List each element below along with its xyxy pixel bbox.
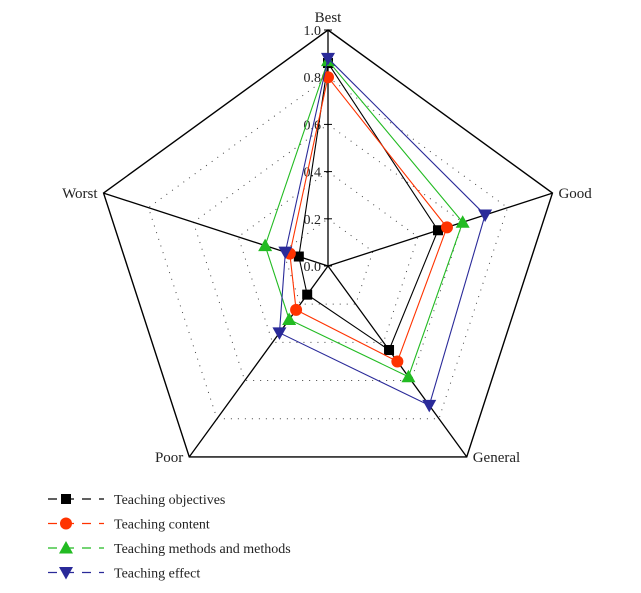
legend: Teaching objectives Teaching content Teach… xyxy=(48,493,291,582)
grid-ring-1 xyxy=(282,218,374,305)
series-teaching-methods-and-methods xyxy=(258,53,470,383)
data-point-teaching-content-poor xyxy=(290,303,303,316)
axis-label-worst: Worst xyxy=(62,186,98,202)
radar-frame xyxy=(102,29,554,458)
data-point-teaching-effect-worst xyxy=(278,246,293,260)
radar-grid xyxy=(147,76,509,420)
data-point-teaching-objectives-general xyxy=(384,345,395,356)
data-point-teaching-objectives-good xyxy=(432,225,443,236)
data-point-teaching-methods-and-methods-general xyxy=(401,369,416,383)
grid-ring-2 xyxy=(237,170,419,343)
legend-marker xyxy=(61,494,71,504)
data-point-teaching-effect-general xyxy=(422,399,437,413)
data-point-teaching-effect-poor xyxy=(272,327,287,340)
legend-item-teaching-objectives: Teaching objectives xyxy=(48,493,225,508)
legend-marker xyxy=(59,541,73,554)
axis-label-poor: Poor xyxy=(155,450,183,466)
data-point-teaching-methods-and-methods-poor xyxy=(282,312,297,325)
data-point-teaching-content-general xyxy=(391,355,404,368)
data-point-teaching-effect-best xyxy=(321,52,335,66)
series-line-teaching-methods-and-methods xyxy=(264,59,464,378)
series-line-teaching-content xyxy=(289,75,448,363)
legend-marker xyxy=(59,567,73,580)
tick-label-4: 0.8 xyxy=(304,71,322,86)
legend-label: Teaching effect xyxy=(114,567,200,582)
legend-item-teaching-methods-and-methods: Teaching methods and methods xyxy=(48,541,291,557)
axis-label-best: Best xyxy=(315,10,343,26)
radial-ticks: 0.00.20.40.60.81.0 xyxy=(304,24,332,275)
series-teaching-content xyxy=(283,71,453,368)
series-teaching-effect xyxy=(272,52,493,413)
outer-frame xyxy=(102,29,554,458)
axis-label-good: Good xyxy=(558,186,592,202)
tick-label-0: 0.0 xyxy=(304,260,322,275)
data-point-teaching-effect-good xyxy=(478,209,493,222)
legend-label: Teaching methods and methods xyxy=(114,542,291,557)
data-point-teaching-objectives-worst xyxy=(293,251,304,262)
axis-label-general: General xyxy=(473,450,520,466)
grid-ring-3 xyxy=(192,123,464,382)
legend-item-teaching-effect: Teaching effect xyxy=(48,567,200,582)
legend-label: Teaching objectives xyxy=(114,493,225,508)
data-point-teaching-content-good xyxy=(440,221,453,234)
data-point-teaching-methods-and-methods-good xyxy=(455,215,470,228)
grid-ring-4 xyxy=(147,76,509,420)
series-group xyxy=(258,52,493,413)
tick-label-5: 1.0 xyxy=(304,24,322,39)
series-teaching-objectives xyxy=(293,58,443,356)
legend-marker xyxy=(60,517,72,530)
axis-labels: Best Good General Poor Worst xyxy=(62,10,592,466)
tick-label-1: 0.2 xyxy=(304,213,322,228)
legend-label: Teaching content xyxy=(114,518,210,533)
series-line-teaching-effect xyxy=(278,57,486,407)
data-point-teaching-objectives-poor xyxy=(302,289,313,300)
series-line-teaching-objectives xyxy=(298,61,439,351)
legend-item-teaching-content: Teaching content xyxy=(48,517,210,533)
data-point-teaching-methods-and-methods-worst xyxy=(258,238,273,252)
